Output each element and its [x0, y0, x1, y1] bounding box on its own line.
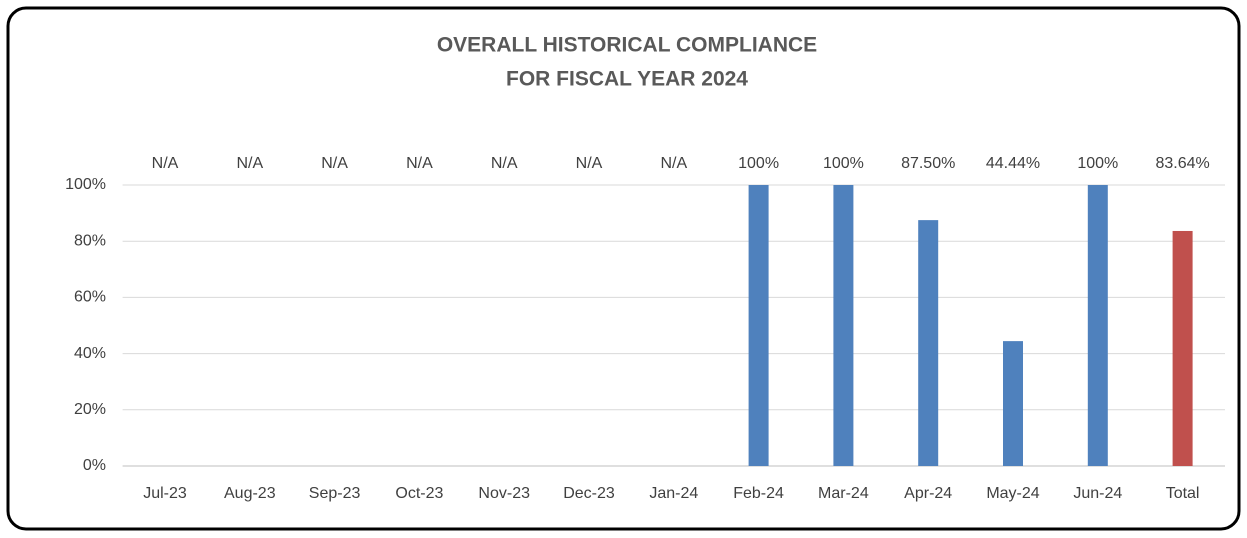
y-tick-label: 60% [74, 289, 106, 306]
bar [1003, 341, 1023, 466]
x-tick-label: Mar-24 [818, 485, 869, 502]
data-label: N/A [660, 155, 687, 172]
x-tick-label: Oct-23 [395, 485, 443, 502]
bar [918, 220, 939, 466]
x-tick-label: May-24 [986, 485, 1039, 502]
x-tick-label: Nov-23 [478, 485, 530, 502]
x-tick-label: Apr-24 [904, 485, 952, 502]
x-tick-label: Sep-23 [309, 485, 361, 502]
data-label: 100% [1077, 155, 1118, 172]
x-tick-label: Aug-23 [224, 485, 276, 502]
y-tick-label: 20% [74, 401, 106, 418]
data-label: 100% [738, 155, 779, 172]
data-label: N/A [152, 155, 179, 172]
bar [1087, 185, 1108, 466]
bar [1172, 230, 1193, 466]
x-tick-label: Feb-24 [733, 485, 784, 502]
data-label: 83.64% [1155, 155, 1209, 172]
data-label: N/A [406, 155, 433, 172]
y-tick-label: 100% [65, 176, 106, 193]
data-label: N/A [321, 155, 348, 172]
x-tick-label: Jan-24 [649, 485, 698, 502]
bar [748, 185, 769, 466]
bar [833, 185, 854, 466]
data-label: N/A [236, 155, 263, 172]
y-tick-label: 80% [74, 232, 106, 249]
x-tick-label: Dec-23 [563, 485, 615, 502]
data-label: N/A [576, 155, 603, 172]
x-tick-label: Jul-23 [143, 485, 187, 502]
y-tick-label: 0% [83, 457, 106, 474]
data-label: 100% [823, 155, 864, 172]
chart-title: OVERALL HISTORICAL COMPLIANCE [437, 34, 817, 57]
x-tick-label: Jun-24 [1073, 485, 1122, 502]
y-tick-label: 40% [74, 345, 106, 362]
chart-title: FOR FISCAL YEAR 2024 [506, 68, 748, 91]
data-label: N/A [491, 155, 518, 172]
x-tick-label: Total [1166, 485, 1200, 502]
data-label: 44.44% [986, 155, 1040, 172]
data-label: 87.50% [901, 155, 955, 172]
